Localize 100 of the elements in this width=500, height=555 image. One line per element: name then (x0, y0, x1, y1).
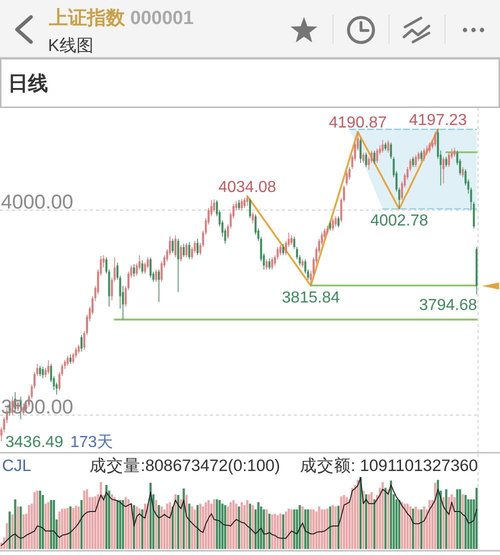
bar (284, 512, 288, 549)
annotation: 173天 (70, 434, 113, 451)
bar (312, 509, 315, 549)
bar (122, 500, 124, 549)
bar (346, 497, 348, 549)
bar (445, 489, 448, 549)
bar (194, 509, 196, 549)
bar (332, 505, 334, 549)
bar (404, 504, 406, 549)
bar (182, 488, 185, 549)
bar (238, 506, 240, 549)
bar (462, 494, 464, 549)
annotation: 3815.84 (282, 289, 340, 306)
bar (61, 508, 64, 549)
bar (387, 489, 390, 549)
bar (409, 506, 412, 549)
bar (50, 500, 52, 549)
bar (351, 488, 354, 549)
bar (172, 506, 174, 549)
bar (72, 508, 74, 549)
bar (94, 496, 96, 549)
annotation: 3794.68 (419, 296, 478, 314)
bar (166, 504, 168, 549)
bar (370, 492, 373, 549)
bar (130, 504, 132, 549)
bar (400, 502, 404, 549)
y-tick-label: 4000.00 (1, 192, 74, 214)
bar (91, 497, 94, 549)
bar (246, 500, 248, 549)
bar (38, 490, 42, 549)
bar (406, 504, 409, 549)
bar (384, 488, 387, 549)
bar (177, 495, 180, 549)
bar (221, 504, 224, 549)
annotation: 4190.87 (328, 114, 387, 132)
bar (66, 508, 69, 549)
bar (138, 508, 141, 549)
bar (28, 505, 30, 549)
text: 日线 (8, 73, 48, 95)
chart-title: 上证指数 000001 (48, 7, 194, 29)
bar (470, 499, 472, 549)
chart-title: CJL (2, 457, 32, 475)
annotation: 3436.49 (5, 434, 64, 451)
bar (160, 506, 163, 549)
bar (64, 508, 66, 549)
bar (310, 509, 312, 549)
bar (293, 509, 296, 549)
bar (304, 509, 306, 549)
annotation: 4197.23 (409, 112, 467, 129)
bar (8, 512, 11, 549)
bar (69, 506, 72, 549)
bar (141, 509, 144, 549)
bar (279, 514, 282, 549)
bar (274, 514, 276, 549)
bar (356, 480, 359, 549)
bar (268, 514, 270, 549)
bar (334, 506, 337, 549)
bar (47, 502, 50, 549)
bar (33, 492, 36, 549)
bar (86, 489, 88, 549)
bar (196, 505, 199, 549)
bar (329, 506, 332, 549)
bar (224, 505, 226, 549)
bar (216, 499, 218, 549)
bar (230, 502, 232, 549)
bar (83, 490, 86, 549)
bar (20, 506, 22, 549)
bar (450, 494, 453, 549)
chart-subtitle: K线图 (48, 36, 94, 55)
bar (418, 509, 420, 549)
bar (320, 509, 323, 549)
bar (298, 505, 301, 549)
bar (318, 506, 320, 549)
bar (240, 502, 243, 549)
bar (36, 490, 38, 549)
bar (14, 499, 16, 549)
bar (257, 502, 260, 549)
bar (110, 494, 113, 549)
bar (127, 499, 130, 549)
bar (252, 505, 254, 549)
text: 成交量:808673472(0:100) (90, 456, 280, 475)
bar (52, 500, 55, 549)
bar (288, 508, 290, 549)
bar (199, 504, 202, 549)
bar (398, 500, 400, 549)
bar (124, 497, 127, 549)
bar (136, 506, 138, 549)
bar (218, 500, 221, 549)
bar (276, 515, 279, 549)
text: 成交额: 1091101327360 (300, 456, 478, 475)
bar (458, 489, 462, 549)
bar (326, 508, 328, 549)
bar (146, 504, 149, 549)
bar (188, 504, 190, 549)
bar (248, 504, 252, 549)
bar (382, 482, 384, 549)
bar (434, 482, 436, 549)
bar (373, 499, 376, 549)
bar (340, 496, 342, 549)
bar (420, 509, 422, 549)
